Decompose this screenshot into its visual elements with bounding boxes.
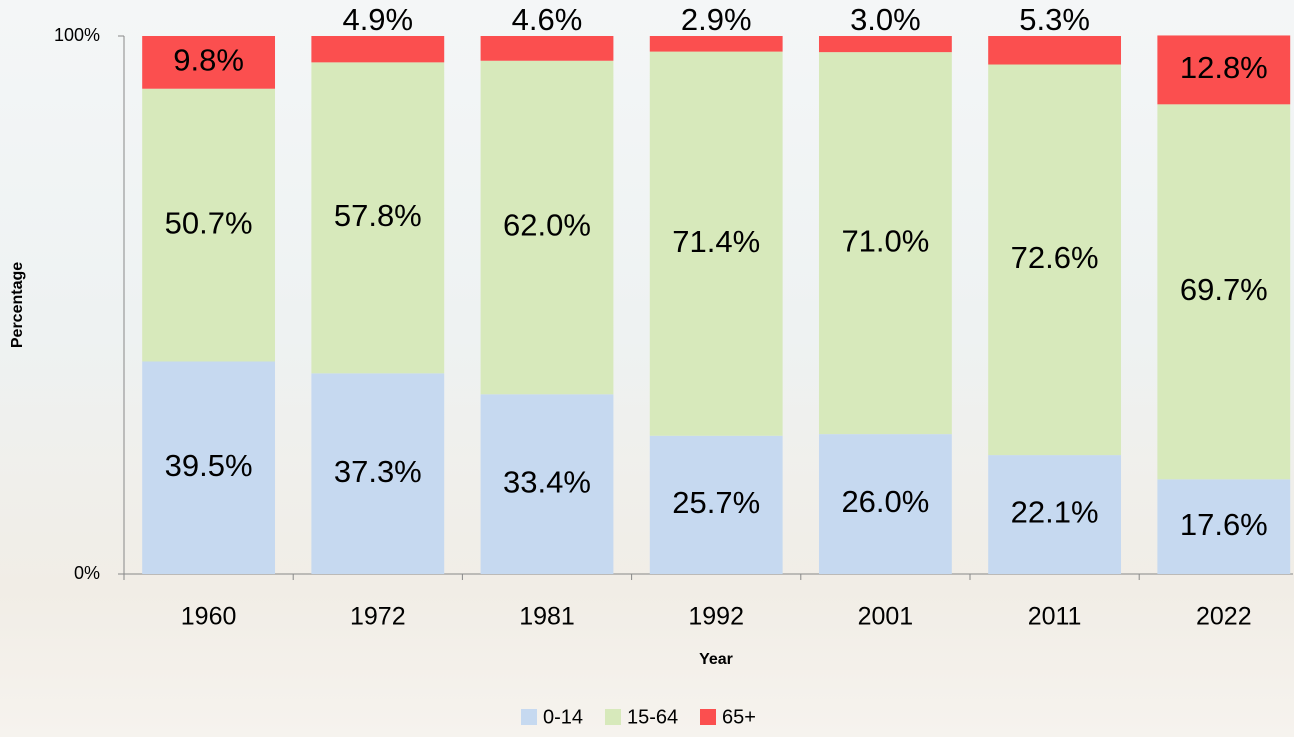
- data-label: 4.6%: [512, 2, 583, 37]
- data-label: 9.8%: [173, 43, 244, 78]
- bar-segment: [311, 62, 445, 374]
- data-label: 12.8%: [1180, 50, 1268, 85]
- data-label: 72.6%: [1011, 240, 1099, 275]
- data-label: 25.7%: [672, 485, 760, 520]
- data-label: 17.6%: [1180, 507, 1268, 542]
- bar-segment: [480, 394, 614, 574]
- bar-segment: [1157, 479, 1291, 574]
- bar-segment: [818, 36, 952, 53]
- bar-segment: [649, 435, 783, 574]
- legend-label: 65+: [722, 706, 756, 728]
- bar-segment: [649, 36, 783, 52]
- legend-swatch: [605, 709, 621, 725]
- bar-segment: [649, 51, 783, 436]
- legend-swatch: [521, 709, 537, 725]
- bar-segment: [142, 88, 276, 362]
- data-label: 2.9%: [681, 2, 752, 37]
- y-axis-title: Percentage: [9, 262, 26, 348]
- y-tick-label: 0%: [74, 563, 100, 583]
- data-label: 5.3%: [1019, 2, 1090, 37]
- bar-segment: [818, 434, 952, 574]
- data-label: 4.9%: [342, 2, 413, 37]
- data-label: 62.0%: [503, 208, 591, 243]
- data-label: 69.7%: [1180, 272, 1268, 307]
- bar-segment: [311, 373, 445, 574]
- x-tick-label: 1992: [688, 603, 744, 631]
- y-tick-label: 100%: [54, 25, 100, 45]
- x-tick-label: 2011: [1028, 603, 1082, 631]
- x-tick-label: 1972: [350, 603, 406, 631]
- data-label: 26.0%: [841, 484, 929, 519]
- data-label: 71.0%: [841, 223, 929, 258]
- bar-segment: [480, 60, 614, 395]
- x-tick-label: 1960: [181, 603, 237, 631]
- bar-segment: [988, 36, 1122, 65]
- data-label: 57.8%: [334, 198, 422, 233]
- x-tick-label: 2001: [858, 603, 914, 631]
- bar-segment: [142, 36, 276, 89]
- data-label: 22.1%: [1011, 495, 1099, 530]
- bar-segment: [818, 52, 952, 435]
- legend-swatch: [700, 709, 716, 725]
- legend-label: 15-64: [627, 706, 678, 728]
- legend-label: 0-14: [543, 706, 583, 728]
- bar-segment: [1157, 35, 1291, 105]
- bar-segment: [988, 64, 1122, 456]
- x-tick-label: 1981: [519, 603, 575, 631]
- bar-segment: [988, 455, 1122, 574]
- bar-segment: [1157, 104, 1291, 480]
- data-label: 3.0%: [850, 2, 921, 37]
- data-label: 71.4%: [672, 224, 760, 259]
- x-tick-label: 2022: [1196, 603, 1252, 631]
- bar-segment: [480, 36, 614, 61]
- data-label: 33.4%: [503, 464, 591, 499]
- x-axis-title: Year: [699, 651, 733, 668]
- bar-segment: [311, 36, 445, 63]
- data-label: 39.5%: [165, 448, 253, 483]
- bar-segment: [142, 361, 276, 574]
- data-label: 50.7%: [165, 205, 253, 240]
- data-label: 37.3%: [334, 454, 422, 489]
